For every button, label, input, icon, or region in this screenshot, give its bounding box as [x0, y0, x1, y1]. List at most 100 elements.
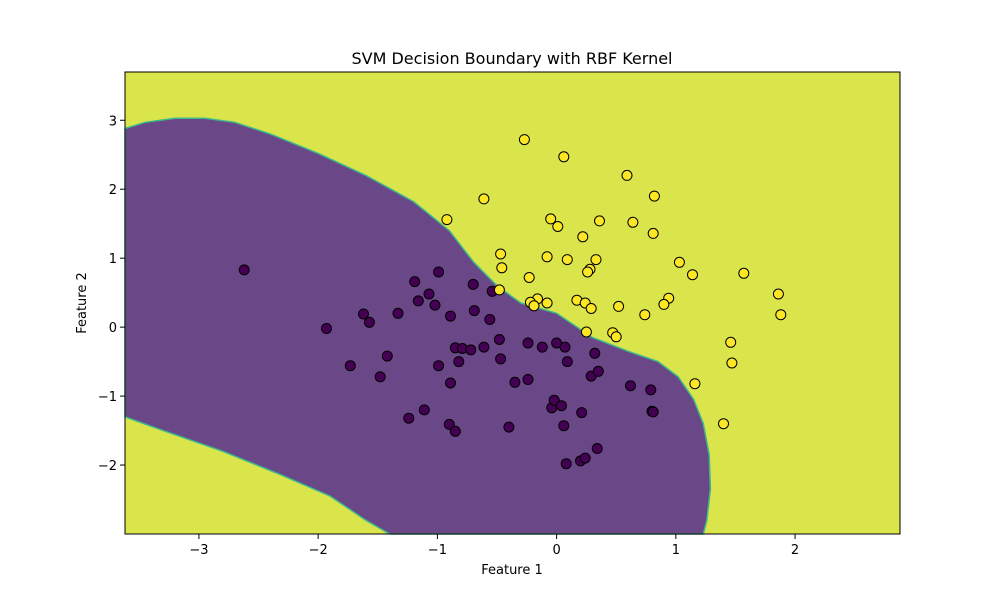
data-point-class-0: [409, 276, 421, 288]
data-point-class-0: [445, 310, 456, 322]
y-axis: −2 −1 0 1 2 3: [98, 114, 125, 474]
data-point-class-0: [433, 266, 445, 278]
data-point-class-1: [627, 216, 639, 228]
data-point-class-0: [392, 307, 404, 319]
data-point-class-1: [738, 267, 750, 279]
data-point-class-0: [591, 443, 603, 454]
y-axis-title: Feature 2: [75, 272, 90, 334]
data-point-class-0: [576, 407, 588, 419]
data-point-class-0: [522, 374, 534, 385]
data-point-class-0: [592, 365, 604, 377]
data-point-class-0: [412, 295, 424, 307]
data-point-class-0: [238, 264, 250, 276]
data-point-class-1: [647, 227, 659, 239]
data-point-class-1: [523, 272, 535, 283]
data-point-class-1: [552, 221, 564, 232]
data-point-class-0: [465, 344, 477, 356]
data-point-class-1: [582, 266, 594, 278]
data-point-class-1: [772, 288, 784, 300]
data-point-class-1: [658, 298, 670, 310]
y-tick-label: 2: [109, 183, 117, 198]
data-point-class-1: [561, 254, 573, 266]
plot-frame: [124, 71, 901, 535]
data-point-class-1: [541, 297, 553, 309]
scatter-points: [238, 134, 787, 470]
data-point-class-0: [503, 421, 515, 433]
data-point-class-1: [558, 151, 570, 163]
data-point-class-0: [493, 334, 505, 345]
data-point-class-1: [673, 256, 685, 268]
data-point-class-1: [726, 357, 738, 369]
data-point-class-1: [621, 169, 633, 181]
data-point-class-0: [321, 323, 332, 334]
data-point-class-0: [589, 347, 601, 359]
data-point-class-1: [541, 251, 553, 263]
chart-title: SVM Decision Boundary with RBF Kernel: [351, 49, 672, 68]
x-tick-label: 1: [672, 543, 680, 558]
data-point-class-1: [610, 331, 622, 343]
y-tick-label: −2: [98, 459, 117, 474]
data-point-class-0: [645, 384, 657, 396]
data-point-class-0: [381, 350, 393, 362]
data-point-class-0: [625, 380, 636, 392]
x-tick-label: −3: [189, 543, 208, 558]
data-point-class-0: [433, 360, 445, 372]
data-point-class-0: [363, 316, 375, 328]
x-axis-title: Feature 1: [481, 563, 543, 578]
data-point-class-0: [509, 376, 521, 388]
data-point-class-1: [585, 303, 597, 314]
data-point-class-0: [484, 314, 496, 325]
x-tick-label: 0: [552, 543, 560, 558]
data-point-class-1: [496, 262, 508, 274]
data-point-class-1: [775, 309, 787, 321]
data-point-class-1: [687, 269, 698, 281]
y-tick-label: 0: [109, 321, 117, 336]
data-point-class-0: [478, 341, 490, 353]
data-point-class-1: [577, 231, 589, 243]
data-point-class-0: [560, 458, 572, 470]
y-tick-label: 1: [109, 252, 117, 267]
data-point-class-0: [445, 377, 456, 389]
data-point-class-0: [374, 371, 386, 383]
data-point-class-1: [493, 284, 505, 296]
data-point-class-1: [495, 248, 507, 260]
data-point-class-0: [555, 400, 567, 412]
data-point-class-0: [647, 406, 659, 418]
data-point-class-1: [528, 300, 540, 312]
data-point-class-1: [441, 214, 453, 226]
data-point-class-0: [579, 452, 591, 464]
data-point-class-1: [590, 254, 602, 266]
data-point-class-0: [403, 412, 415, 424]
x-tick-label: −2: [309, 543, 328, 558]
data-point-class-0: [467, 278, 479, 290]
data-point-class-0: [423, 288, 435, 300]
data-point-class-1: [639, 309, 651, 321]
data-point-class-0: [344, 360, 356, 372]
data-point-class-0: [443, 418, 455, 430]
y-tick-label: −1: [98, 390, 117, 405]
data-point-class-1: [545, 213, 557, 225]
data-point-class-0: [558, 420, 570, 432]
data-point-class-0: [536, 341, 548, 353]
data-point-class-1: [518, 134, 530, 146]
data-point-class-0: [429, 299, 441, 311]
data-point-class-0: [548, 394, 560, 406]
data-point-class-0: [561, 356, 573, 368]
data-point-class-0: [495, 353, 507, 365]
data-point-class-1: [725, 336, 737, 348]
x-tick-label: −1: [428, 543, 447, 558]
x-tick-label: 2: [791, 543, 799, 558]
data-point-class-1: [478, 193, 490, 205]
data-point-class-0: [449, 425, 461, 437]
plot-area: [124, 71, 901, 535]
data-point-class-1: [613, 300, 625, 312]
data-point-class-1: [718, 418, 729, 430]
data-point-class-0: [358, 308, 369, 320]
data-point-class-0: [522, 337, 534, 349]
data-point-class-1: [594, 215, 605, 227]
data-point-class-1: [648, 190, 660, 202]
y-tick-label: 3: [109, 114, 117, 129]
data-point-class-1: [580, 326, 592, 338]
data-point-class-1: [689, 378, 701, 390]
